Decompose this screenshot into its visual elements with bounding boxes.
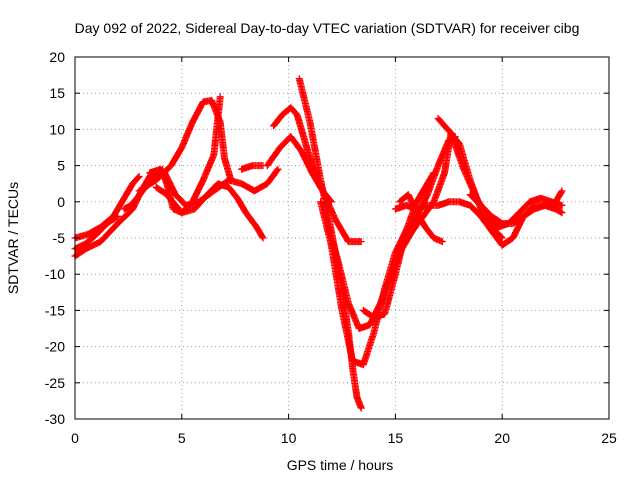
x-tick-label: 25 — [601, 430, 617, 446]
x-tick-label: 10 — [281, 430, 297, 446]
series-markers — [238, 162, 267, 173]
series-arc-5 — [146, 93, 224, 217]
x-tick-label: 20 — [494, 430, 510, 446]
y-tick-label: 0 — [57, 194, 65, 210]
series-markers — [120, 165, 167, 213]
y-tick-label: -20 — [45, 339, 65, 355]
y-tick-label: 5 — [57, 158, 65, 174]
series-markers — [161, 165, 282, 209]
y-tick-label: 15 — [49, 85, 65, 101]
series-markers — [146, 93, 224, 217]
series-arc-13 — [323, 129, 506, 332]
series-arc-18 — [466, 187, 566, 227]
series-arc-19 — [120, 165, 167, 213]
y-axis-label: SDTVAR / TECUs — [5, 182, 21, 294]
y-tick-label: -25 — [45, 375, 65, 391]
series-markers — [396, 191, 446, 246]
grid-lines — [75, 57, 609, 419]
y-tick-label: 10 — [49, 121, 65, 137]
x-tick-label: 0 — [71, 430, 79, 446]
series-markers — [466, 187, 566, 227]
data-series — [71, 75, 566, 412]
x-tick-label: 5 — [178, 430, 186, 446]
series-arc-7 — [161, 165, 282, 209]
y-tick-label: -15 — [45, 302, 65, 318]
series-arc-17 — [434, 115, 566, 231]
y-tick-label: -10 — [45, 266, 65, 282]
axis-ticks: 0 5 10 15 20 25 20 15 10 5 0 -5 -10 -15 -20 -25 -30 — [45, 49, 617, 446]
x-tick-label: 15 — [388, 430, 404, 446]
y-tick-label: -5 — [53, 230, 66, 246]
y-tick-label: 20 — [49, 49, 65, 65]
chart-title: Day 092 of 2022, Sidereal Day-to-day VTE… — [75, 20, 580, 36]
x-axis-label: GPS time / hours — [287, 457, 394, 473]
series-arc-8 — [238, 162, 267, 173]
series-markers — [434, 115, 566, 231]
series-markers — [323, 129, 506, 332]
y-tick-label: -30 — [45, 411, 65, 427]
series-arc-16 — [396, 191, 446, 246]
